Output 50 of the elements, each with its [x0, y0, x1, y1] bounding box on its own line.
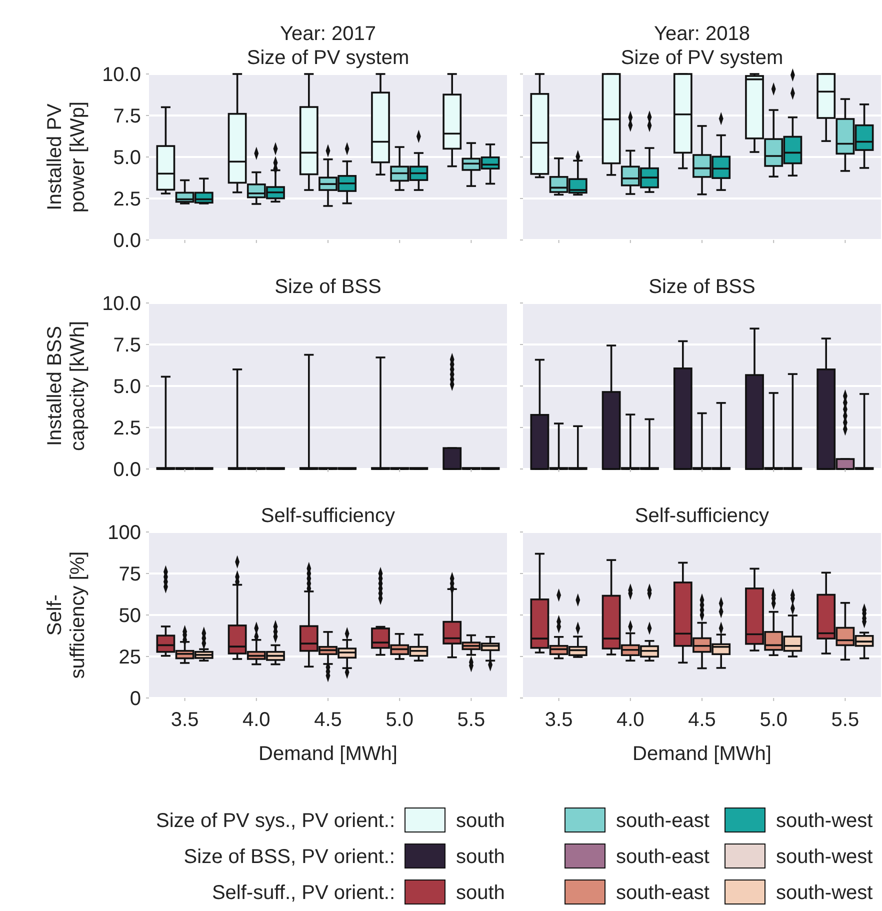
y-tick-label: 100 [108, 522, 141, 544]
y-axis-title: Installed BSS capacity [kWh] [44, 320, 89, 452]
x-tick-label: 5.5 [457, 709, 486, 731]
y-tick-label: 2.5 [113, 188, 141, 210]
x-tick-label: 5.5 [831, 709, 860, 731]
y-tick-label: 5.0 [113, 147, 141, 169]
legend-label: south-west [776, 810, 874, 832]
chart-title: Size of BSS [648, 276, 756, 298]
x-tick-label: 4.0 [616, 709, 644, 731]
legend-title: Self-suff., PV orient.: [212, 882, 395, 904]
x-tick-label: 5.0 [386, 709, 414, 731]
chart-title: Self-sufficiency [260, 505, 396, 527]
x-tick-label: 5.0 [760, 709, 788, 731]
y-tick-label: 2.5 [113, 418, 141, 440]
legend-label: south [456, 882, 505, 904]
legend-title: Size of PV sys., PV orient.: [156, 810, 395, 832]
chart-title: Size of BSS [274, 276, 382, 298]
y-tick-label: 7.5 [113, 334, 141, 356]
legend-label: south-east [616, 882, 710, 904]
chart-subtitle: Size of PV system [246, 47, 410, 69]
y-axis-title: Installed PV power [kWp] [44, 101, 89, 213]
chart-title: Year: 2017 [280, 23, 376, 45]
y-tick-label: 50 [118, 605, 141, 627]
y-tick-label: 10.0 [102, 293, 141, 315]
legend-title: Size of BSS, PV orient.: [184, 846, 395, 868]
legend-label: south-east [616, 846, 710, 868]
x-tick-label: 3.5 [170, 709, 199, 731]
chart-title: Self-sufficiency [634, 505, 770, 527]
y-tick-label: 7.5 [113, 106, 141, 128]
y-tick-label: 0.0 [113, 230, 141, 252]
x-tick-label: 4.0 [242, 709, 270, 731]
chart-subtitle: Size of PV system [620, 47, 784, 69]
y-axis-title: Self- sufficiency [%] [44, 551, 89, 679]
legend-label: south-east [616, 810, 710, 832]
chart-title: Year: 2018 [654, 23, 750, 45]
x-tick-label: 4.5 [314, 709, 342, 731]
x-axis-title: Demand [MWh] [258, 743, 398, 765]
legend-label: south-west [776, 846, 874, 868]
x-tick-label: 3.5 [544, 709, 573, 731]
legend-label: south [456, 810, 505, 832]
x-tick-label: 4.5 [688, 709, 716, 731]
y-tick-label: 5.0 [113, 376, 141, 398]
x-axis-title: Demand [MWh] [632, 743, 772, 765]
y-tick-label: 0 [130, 688, 141, 710]
y-tick-label: 25 [118, 646, 141, 668]
y-tick-label: 10.0 [102, 64, 141, 86]
legend-label: south-west [776, 882, 874, 904]
y-tick-label: 75 [118, 564, 141, 586]
legend-label: south [456, 846, 505, 868]
y-tick-label: 0.0 [113, 459, 141, 481]
